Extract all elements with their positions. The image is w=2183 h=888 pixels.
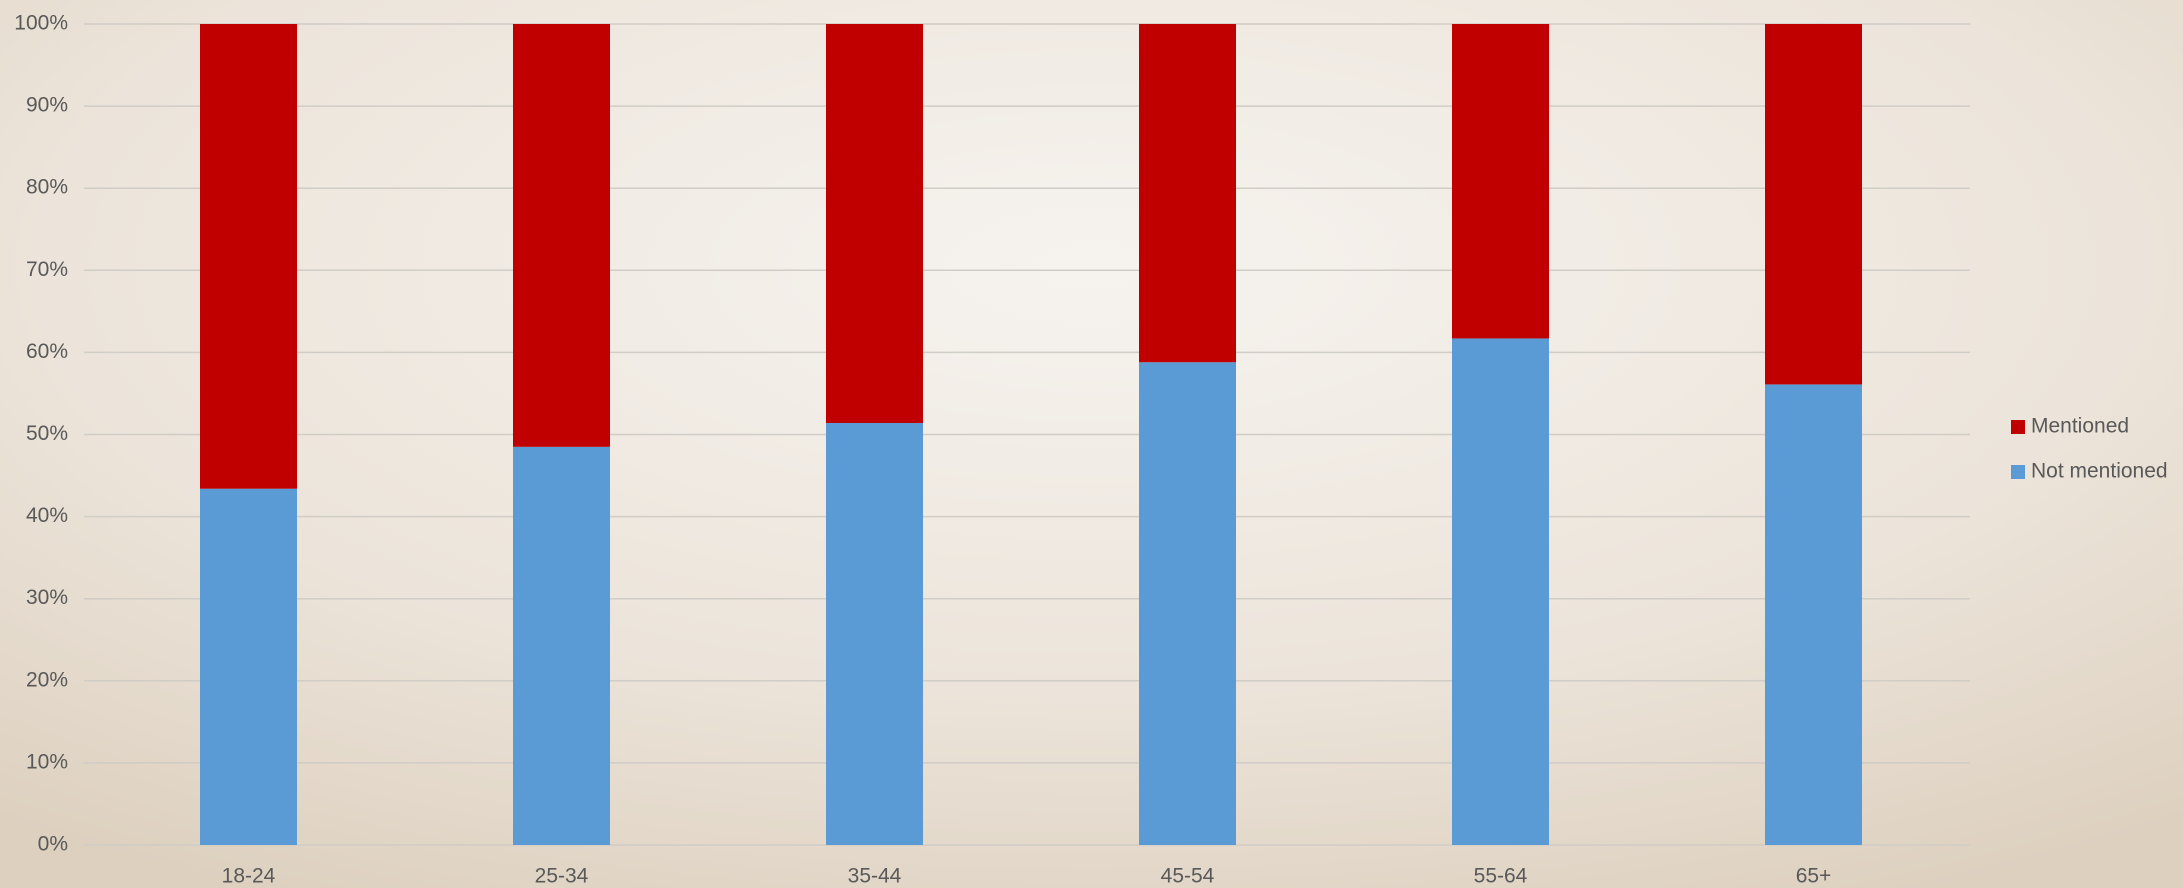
y-tick-label: 10% bbox=[26, 750, 68, 773]
x-tick-label: 55-64 bbox=[1474, 865, 1528, 888]
bar-segment bbox=[1139, 24, 1236, 363]
bar-segment bbox=[513, 446, 610, 845]
bar-segment bbox=[1765, 384, 1862, 845]
legend-label: Not mentioned bbox=[2031, 460, 2168, 483]
y-tick-label: 30% bbox=[26, 586, 68, 609]
y-tick-label: 70% bbox=[26, 258, 68, 281]
legend-swatch bbox=[2011, 420, 2025, 434]
bar-segment bbox=[200, 488, 297, 845]
bar-segment bbox=[826, 423, 923, 845]
y-tick-label: 0% bbox=[38, 833, 68, 856]
bar-segment bbox=[1765, 24, 1862, 385]
bar-segment bbox=[1452, 24, 1549, 339]
legend-swatch bbox=[2011, 465, 2025, 479]
bar-segment bbox=[1139, 362, 1236, 845]
legend-label: Mentioned bbox=[2031, 415, 2129, 438]
x-tick-label: 65+ bbox=[1796, 865, 1832, 888]
y-tick-label: 50% bbox=[26, 422, 68, 445]
y-tick-label: 60% bbox=[26, 340, 68, 363]
bar-segment bbox=[826, 24, 923, 424]
x-tick-label: 18-24 bbox=[222, 865, 276, 888]
y-tick-label: 40% bbox=[26, 504, 68, 527]
y-tick-label: 20% bbox=[26, 668, 68, 691]
x-tick-label: 25-34 bbox=[535, 865, 589, 888]
x-tick-label: 45-54 bbox=[1161, 865, 1215, 888]
bar-segment bbox=[513, 24, 610, 447]
y-tick-label: 80% bbox=[26, 176, 68, 199]
bar-segment bbox=[1452, 338, 1549, 845]
y-tick-label: 90% bbox=[26, 94, 68, 117]
bar-segment bbox=[200, 24, 297, 489]
y-tick-label: 100% bbox=[14, 12, 68, 35]
x-tick-label: 35-44 bbox=[848, 865, 902, 888]
